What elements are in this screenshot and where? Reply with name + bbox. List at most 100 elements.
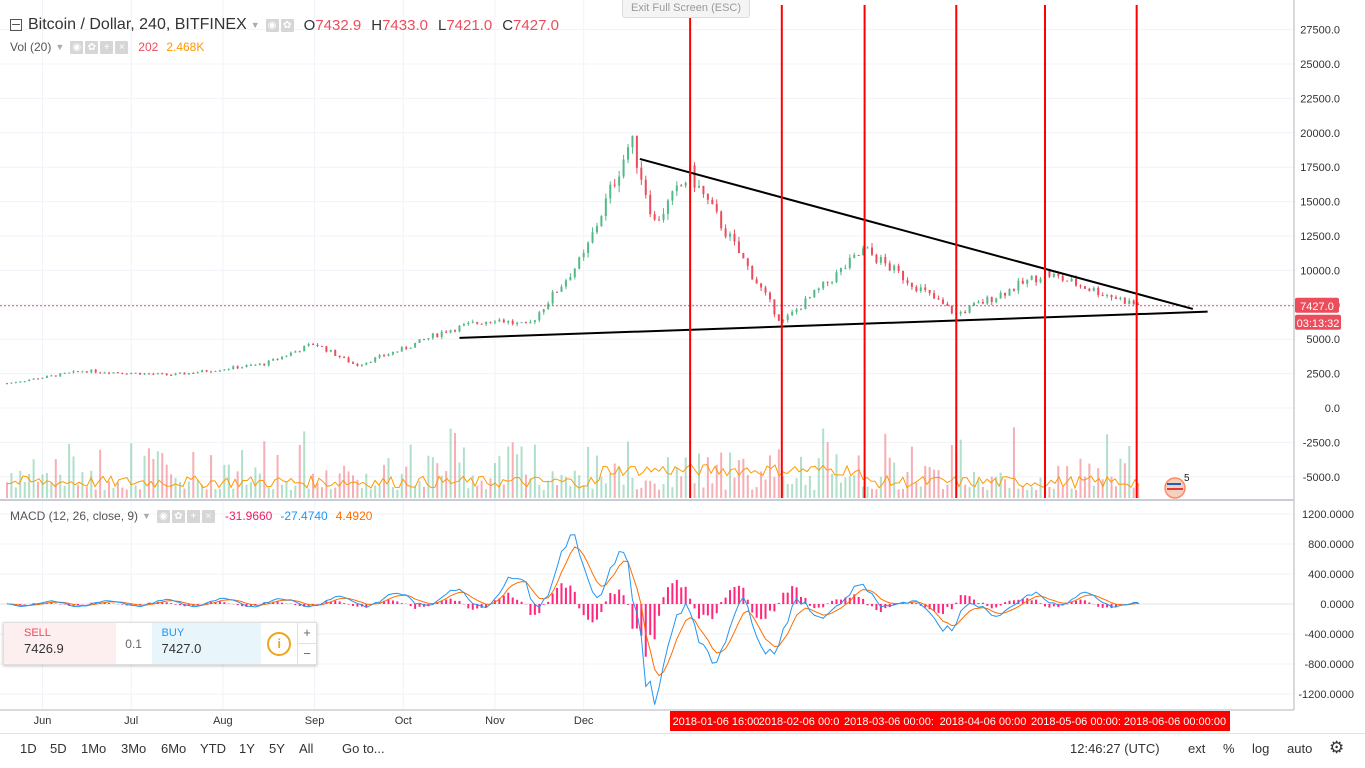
candle — [55, 375, 57, 376]
range-button-1mo[interactable]: 1Mo — [81, 741, 106, 756]
candle — [507, 321, 509, 323]
candle — [680, 186, 682, 187]
candle — [849, 258, 851, 268]
volume-bar — [977, 480, 979, 498]
macd-histogram-bar — [1097, 604, 1099, 607]
range-button-ytd[interactable]: YTD — [200, 741, 226, 756]
volume-bar — [742, 459, 744, 498]
macd-histogram-bar — [1102, 604, 1104, 608]
volume-bar — [117, 482, 119, 498]
minus-button[interactable]: − — [298, 644, 316, 664]
month-tick: Oct — [395, 715, 412, 727]
add-icon[interactable]: + — [100, 41, 113, 54]
auto-toggle[interactable]: auto — [1287, 741, 1312, 756]
macd-histogram-bar — [1084, 600, 1086, 604]
gear-icon[interactable]: ✿ — [85, 41, 98, 54]
log-toggle[interactable]: log — [1252, 741, 1269, 756]
price-tick: 15000.0 — [1300, 197, 1340, 209]
volume-value-1: 202 — [138, 40, 158, 54]
candle — [161, 373, 163, 374]
buy-button[interactable]: BUY 7427.0 — [152, 623, 262, 664]
candle — [529, 322, 531, 323]
macd-histogram-bar — [756, 604, 758, 618]
volume-bar — [605, 484, 607, 498]
candle — [733, 234, 735, 242]
price-tick: 0.0 — [1325, 403, 1340, 415]
candle — [623, 160, 625, 177]
candle — [1004, 293, 1006, 296]
clock[interactable]: 12:46:27 (UTC) — [1070, 741, 1160, 756]
chevron-down-icon[interactable]: ▼ — [142, 511, 151, 521]
volume-bar — [729, 453, 731, 498]
volume-bar — [427, 456, 429, 498]
candle — [534, 320, 536, 322]
candle — [915, 287, 917, 291]
macd-title[interactable]: MACD (12, 26, close, 9) — [10, 509, 138, 523]
volume-bar — [188, 482, 190, 498]
eye-icon[interactable]: ◉ — [70, 41, 83, 54]
volume-bar — [281, 485, 283, 498]
candle — [68, 373, 70, 374]
candle — [831, 282, 833, 283]
gear-icon[interactable]: ✿ — [281, 19, 294, 32]
goto-button[interactable]: Go to... — [342, 741, 385, 756]
volume-bar — [587, 447, 589, 498]
add-icon[interactable]: + — [187, 510, 200, 523]
buy-label: BUY — [162, 627, 262, 639]
volume-bar — [277, 455, 279, 498]
trendlines[interactable] — [459, 159, 1207, 338]
candle — [1071, 279, 1073, 282]
candle — [738, 241, 740, 253]
candle — [317, 345, 319, 346]
time-highlight-label: 2018-03-06 00:00: — [844, 716, 934, 728]
price-tick: 22500.0 — [1300, 93, 1340, 105]
volume-bar — [942, 489, 944, 498]
time-highlight-label: 2018-05-06 00:00: — [1031, 716, 1121, 728]
candle — [1053, 274, 1055, 277]
volume-bar — [631, 478, 633, 498]
volume-bar — [312, 474, 314, 498]
close-icon[interactable]: × — [202, 510, 215, 523]
macd-histogram-bar — [973, 600, 975, 604]
macd-histogram-bar — [281, 603, 283, 604]
ohlc-value: 7421.0 — [446, 17, 492, 34]
range-button-1d[interactable]: 1D — [20, 741, 37, 756]
collapse-icon[interactable] — [10, 19, 22, 31]
info-button[interactable]: i — [261, 623, 297, 664]
gear-icon[interactable]: ⚙ — [1329, 738, 1344, 758]
macd-histogram-bar — [689, 599, 691, 604]
range-button-all[interactable]: All — [299, 741, 313, 756]
candle — [875, 255, 877, 263]
close-icon[interactable]: × — [115, 41, 128, 54]
candle — [592, 232, 594, 242]
range-button-5y[interactable]: 5Y — [269, 741, 285, 756]
ext-toggle[interactable]: ext — [1188, 741, 1205, 756]
symbol-title[interactable]: Bitcoin / Dollar, 240, BITFINEX — [28, 16, 247, 34]
volume-bar — [1017, 489, 1019, 498]
eye-icon[interactable]: ◉ — [157, 510, 170, 523]
volume-bar — [161, 453, 163, 498]
macd-histogram-bar — [170, 603, 172, 604]
quantity-field[interactable]: 0.1 — [116, 623, 152, 664]
exit-fullscreen-button[interactable]: Exit Full Screen (ESC) — [622, 0, 750, 18]
vertical-lines[interactable] — [690, 5, 1137, 498]
range-button-5d[interactable]: 5D — [50, 741, 67, 756]
percent-toggle[interactable]: % — [1223, 741, 1235, 756]
candle — [574, 269, 576, 277]
range-button-6mo[interactable]: 6Mo — [161, 741, 186, 756]
chevron-down-icon[interactable]: ▼ — [55, 42, 64, 52]
volume-bar — [157, 451, 159, 498]
chevron-down-icon[interactable]: ▼ — [251, 20, 260, 30]
range-button-1y[interactable]: 1Y — [239, 741, 255, 756]
gear-icon[interactable]: ✿ — [172, 510, 185, 523]
eye-icon[interactable]: ◉ — [266, 19, 279, 32]
plus-button[interactable]: + — [298, 623, 316, 644]
range-button-3mo[interactable]: 3Mo — [121, 741, 146, 756]
candle — [383, 355, 385, 356]
sell-button[interactable]: SELL 7426.9 — [4, 623, 116, 664]
volume-title[interactable]: Vol (20) — [10, 40, 51, 54]
ohlc-key: O — [304, 17, 316, 34]
volume-bar — [254, 467, 256, 498]
macd-histogram-bar — [871, 604, 873, 606]
volume-bar — [166, 465, 168, 498]
